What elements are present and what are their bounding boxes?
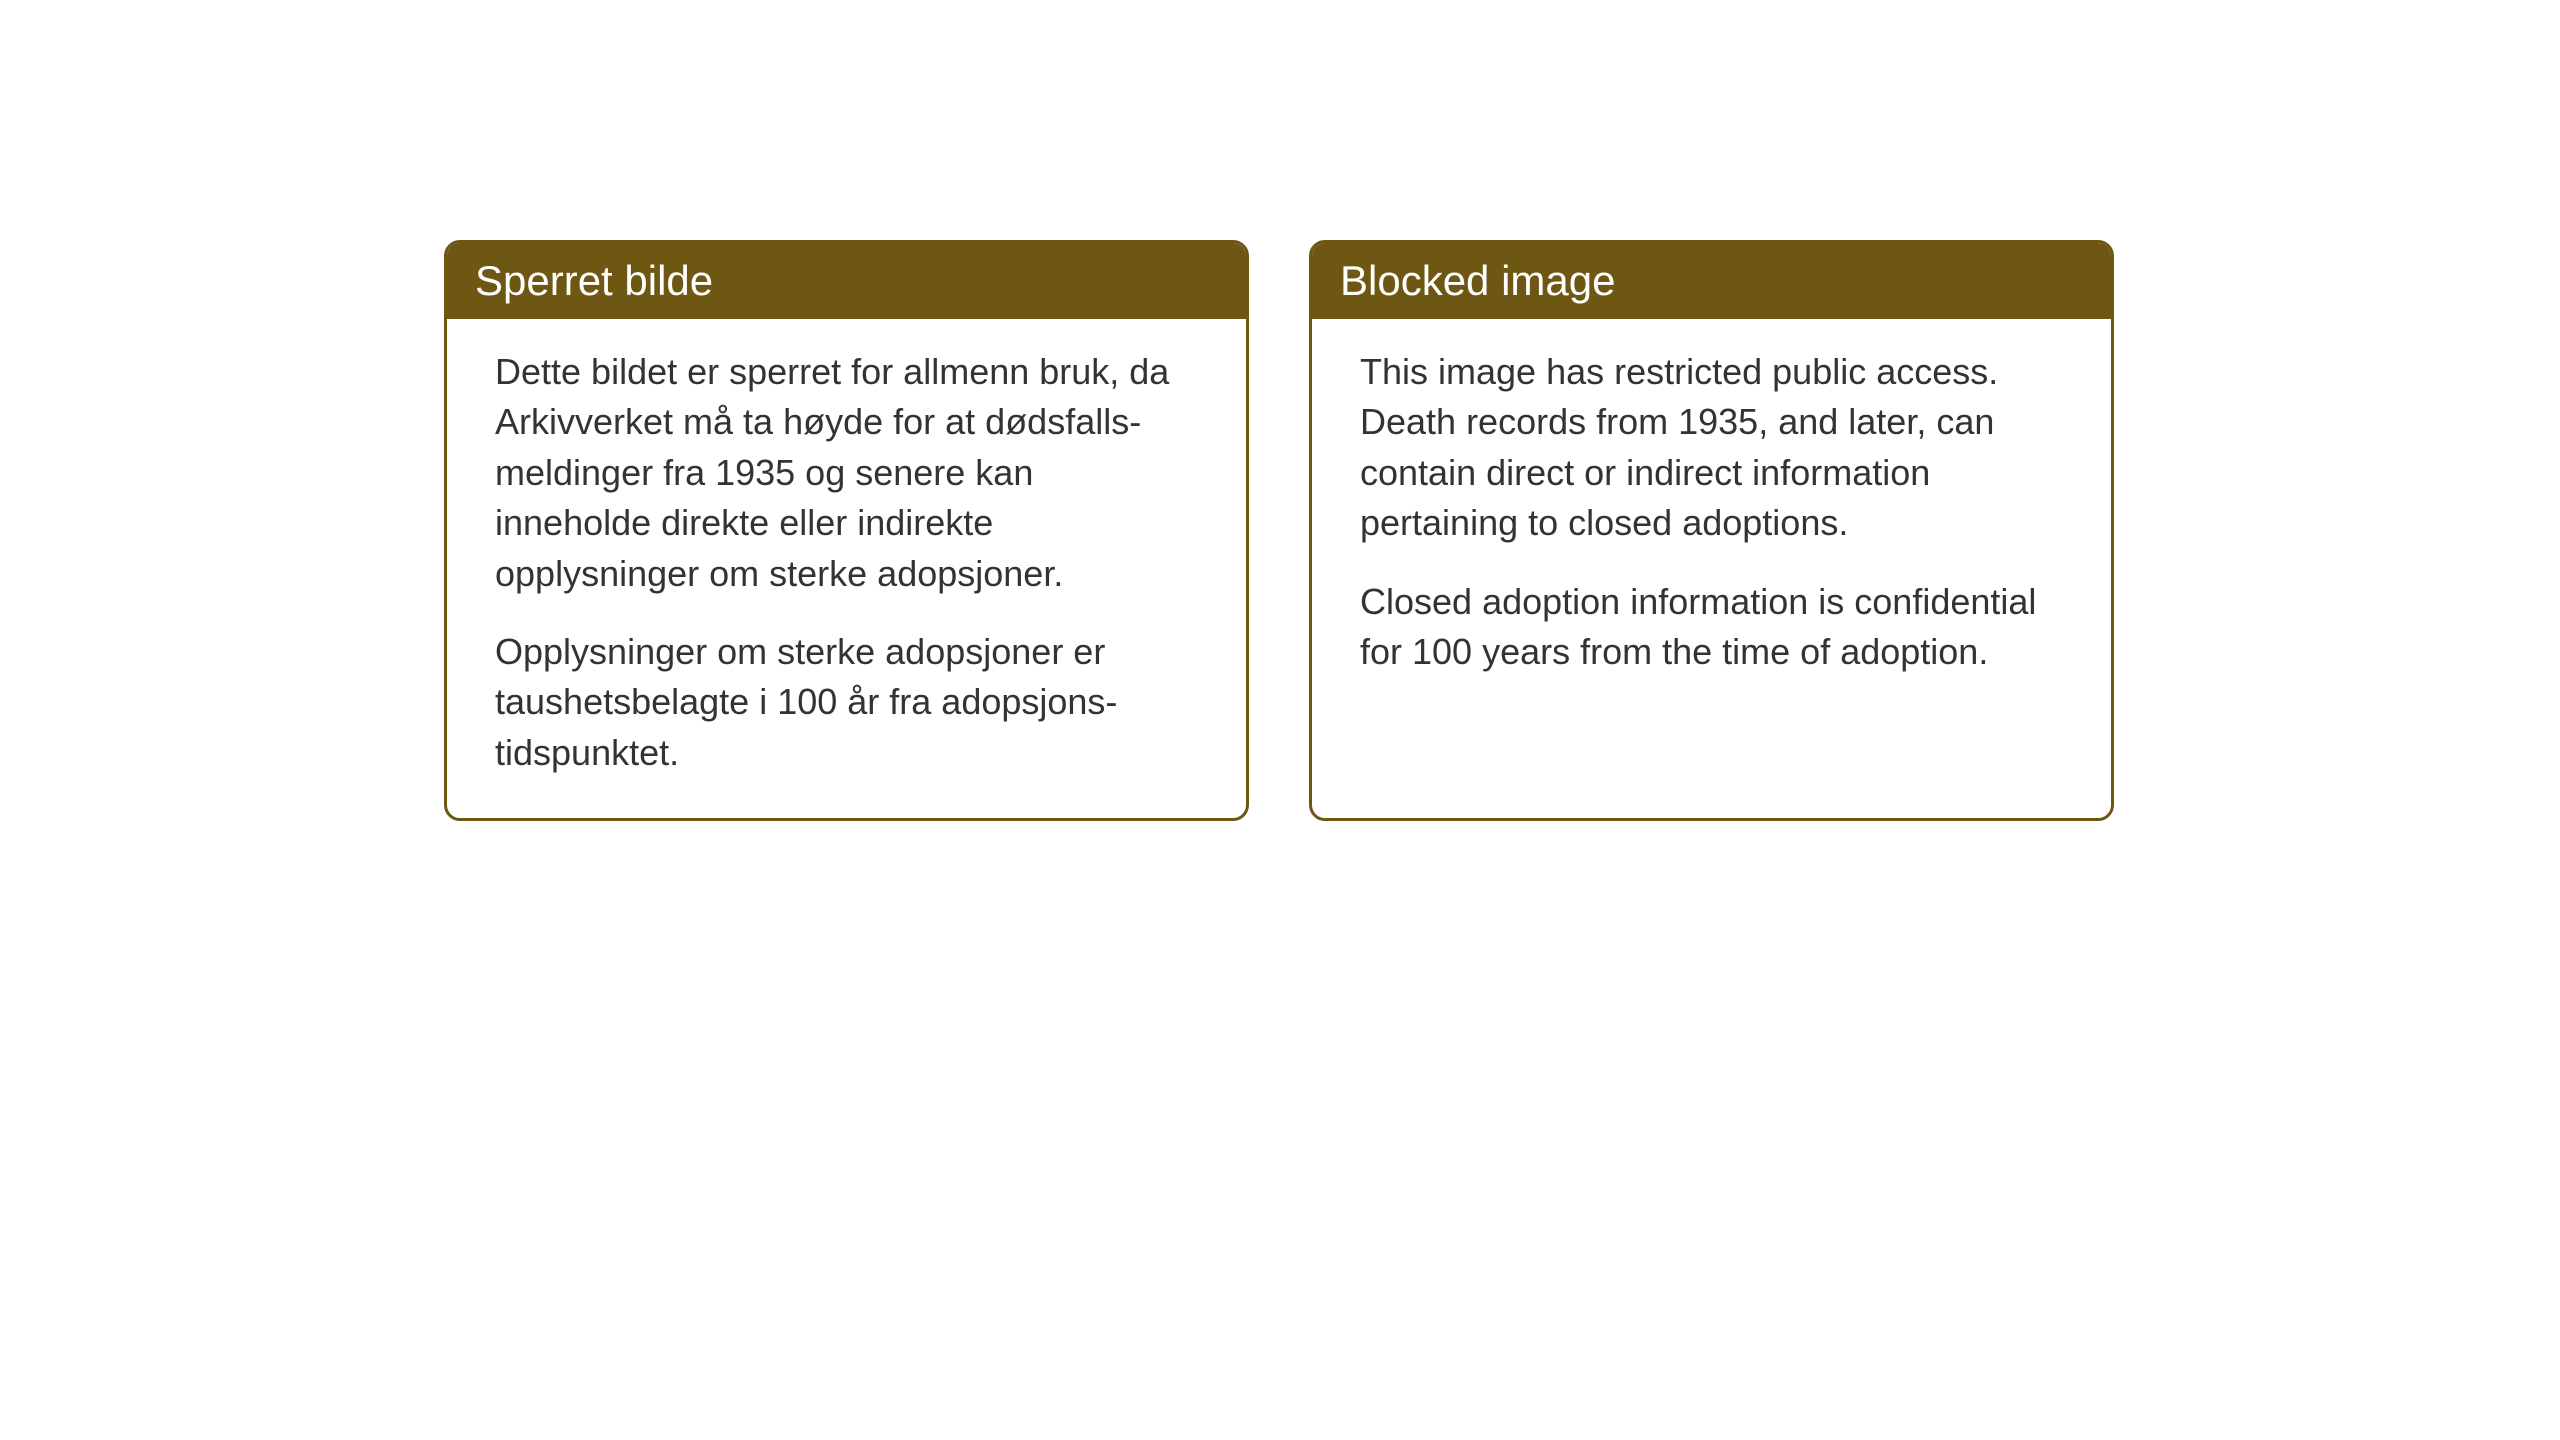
card-norwegian-title: Sperret bilde (475, 257, 713, 304)
card-norwegian-paragraph-1: Dette bildet er sperret for allmenn bruk… (495, 347, 1198, 599)
card-norwegian-paragraph-2: Opplysninger om sterke adopsjoner er tau… (495, 627, 1198, 778)
card-english-body: This image has restricted public access.… (1312, 319, 2111, 717)
card-norwegian-body: Dette bildet er sperret for allmenn bruk… (447, 319, 1246, 818)
card-english: Blocked image This image has restricted … (1309, 240, 2114, 821)
card-english-title: Blocked image (1340, 257, 1615, 304)
card-norwegian: Sperret bilde Dette bildet er sperret fo… (444, 240, 1249, 821)
card-english-paragraph-2: Closed adoption information is confident… (1360, 577, 2063, 678)
card-english-header: Blocked image (1312, 243, 2111, 319)
card-english-paragraph-1: This image has restricted public access.… (1360, 347, 2063, 549)
cards-container: Sperret bilde Dette bildet er sperret fo… (444, 240, 2114, 821)
card-norwegian-header: Sperret bilde (447, 243, 1246, 319)
